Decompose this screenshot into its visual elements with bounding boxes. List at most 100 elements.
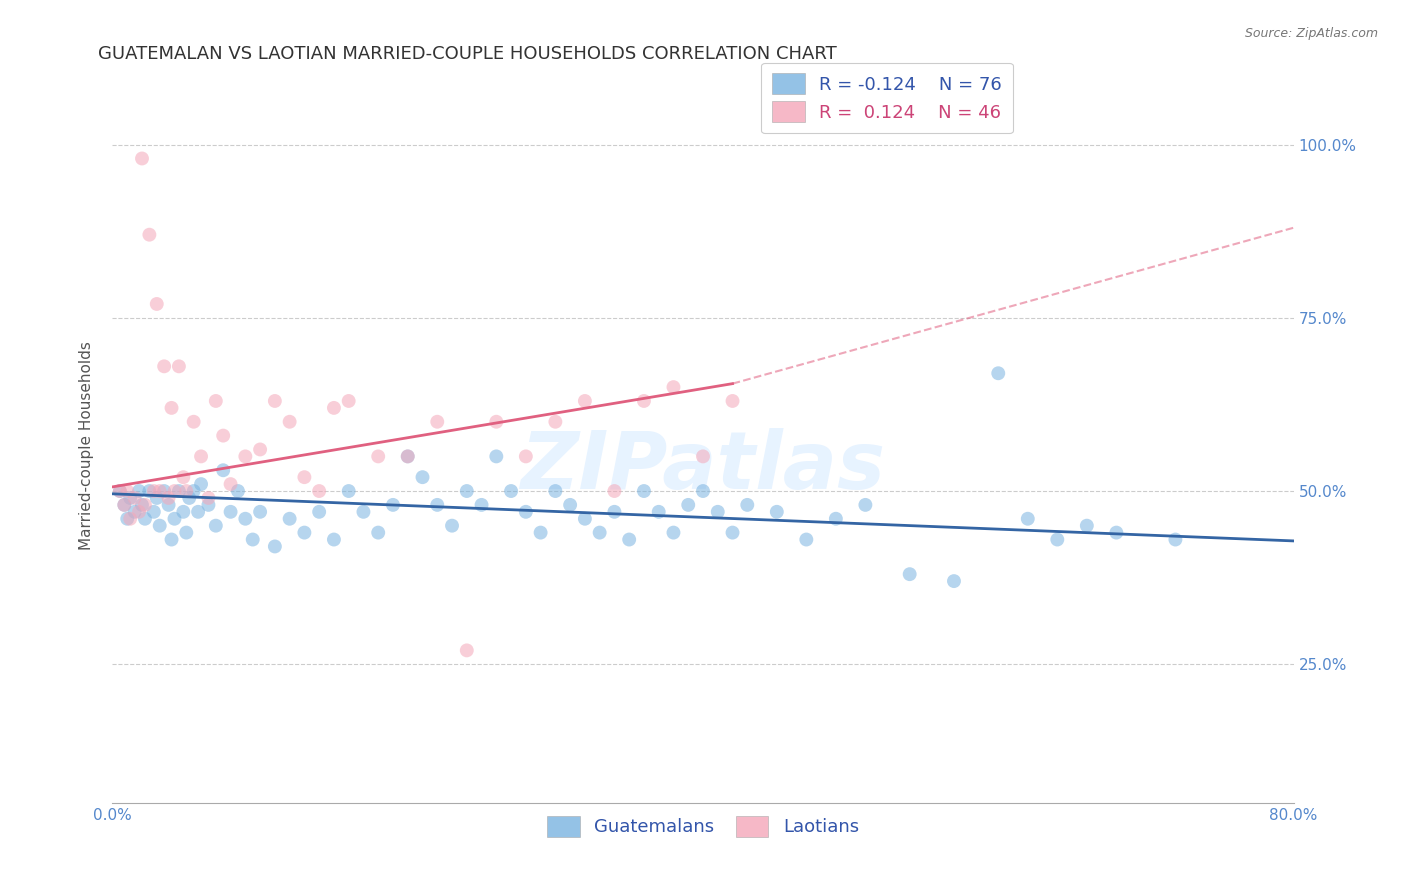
- Point: [647, 505, 671, 519]
- Point: [138, 483, 160, 498]
- Point: [515, 505, 537, 519]
- Point: [167, 359, 190, 374]
- Point: [131, 152, 153, 166]
- Point: [142, 505, 165, 519]
- Point: [197, 498, 219, 512]
- Point: [692, 483, 714, 498]
- Point: [190, 450, 212, 464]
- Point: [942, 574, 965, 588]
- Point: [124, 505, 146, 519]
- Point: [160, 401, 183, 415]
- Point: [117, 512, 138, 526]
- Point: [721, 525, 744, 540]
- Point: [411, 470, 433, 484]
- Point: [1105, 525, 1128, 540]
- Point: [160, 533, 183, 547]
- Text: ZIPatlas: ZIPatlas: [520, 428, 886, 507]
- Point: [153, 359, 176, 374]
- Point: [157, 491, 180, 505]
- Point: [574, 394, 596, 409]
- Point: [219, 477, 242, 491]
- Point: [426, 498, 449, 512]
- Point: [249, 442, 271, 457]
- Point: [197, 491, 219, 505]
- Point: [323, 401, 346, 415]
- Point: [128, 483, 150, 498]
- Point: [233, 450, 256, 464]
- Point: [153, 483, 176, 498]
- Point: [108, 483, 131, 498]
- Point: [205, 394, 228, 409]
- Point: [124, 491, 146, 505]
- Point: [112, 498, 135, 512]
- Point: [544, 415, 567, 429]
- Point: [226, 483, 249, 498]
- Point: [396, 450, 419, 464]
- Point: [855, 498, 877, 512]
- Point: [1046, 533, 1069, 547]
- Point: [172, 505, 194, 519]
- Point: [157, 498, 180, 512]
- Point: [292, 525, 315, 540]
- Point: [167, 483, 190, 498]
- Point: [396, 450, 419, 464]
- Point: [501, 483, 523, 498]
- Point: [367, 525, 389, 540]
- Point: [292, 470, 315, 484]
- Point: [352, 505, 374, 519]
- Text: GUATEMALAN VS LAOTIAN MARRIED-COUPLE HOUSEHOLDS CORRELATION CHART: GUATEMALAN VS LAOTIAN MARRIED-COUPLE HOU…: [98, 45, 837, 62]
- Point: [131, 498, 153, 512]
- Point: [558, 498, 582, 512]
- Point: [212, 463, 235, 477]
- Point: [633, 394, 655, 409]
- Point: [183, 483, 205, 498]
- Point: [112, 498, 135, 512]
- Point: [278, 415, 301, 429]
- Point: [515, 450, 537, 464]
- Point: [120, 491, 142, 505]
- Point: [382, 498, 405, 512]
- Point: [134, 498, 156, 512]
- Point: [264, 394, 287, 409]
- Point: [898, 567, 921, 582]
- Point: [233, 512, 256, 526]
- Point: [146, 491, 169, 505]
- Point: [308, 483, 330, 498]
- Legend: Guatemalans, Laotians: Guatemalans, Laotians: [540, 808, 866, 844]
- Point: [138, 227, 160, 242]
- Point: [426, 415, 449, 429]
- Point: [456, 643, 478, 657]
- Point: [278, 512, 301, 526]
- Point: [149, 518, 172, 533]
- Point: [249, 505, 271, 519]
- Point: [163, 483, 186, 498]
- Point: [706, 505, 728, 519]
- Point: [441, 518, 464, 533]
- Point: [603, 483, 626, 498]
- Point: [174, 483, 197, 498]
- Point: [219, 505, 242, 519]
- Point: [108, 483, 131, 498]
- Point: [737, 498, 759, 512]
- Point: [190, 477, 212, 491]
- Point: [163, 512, 186, 526]
- Point: [337, 394, 360, 409]
- Point: [146, 297, 169, 311]
- Text: Source: ZipAtlas.com: Source: ZipAtlas.com: [1244, 27, 1378, 40]
- Point: [142, 483, 165, 498]
- Point: [721, 394, 744, 409]
- Point: [174, 525, 197, 540]
- Point: [485, 415, 508, 429]
- Point: [212, 428, 235, 442]
- Point: [529, 525, 551, 540]
- Point: [1076, 518, 1098, 533]
- Point: [485, 450, 508, 464]
- Point: [337, 483, 360, 498]
- Point: [456, 483, 478, 498]
- Point: [1164, 533, 1187, 547]
- Point: [662, 525, 685, 540]
- Point: [183, 415, 205, 429]
- Point: [242, 533, 264, 547]
- Point: [323, 533, 346, 547]
- Point: [134, 512, 156, 526]
